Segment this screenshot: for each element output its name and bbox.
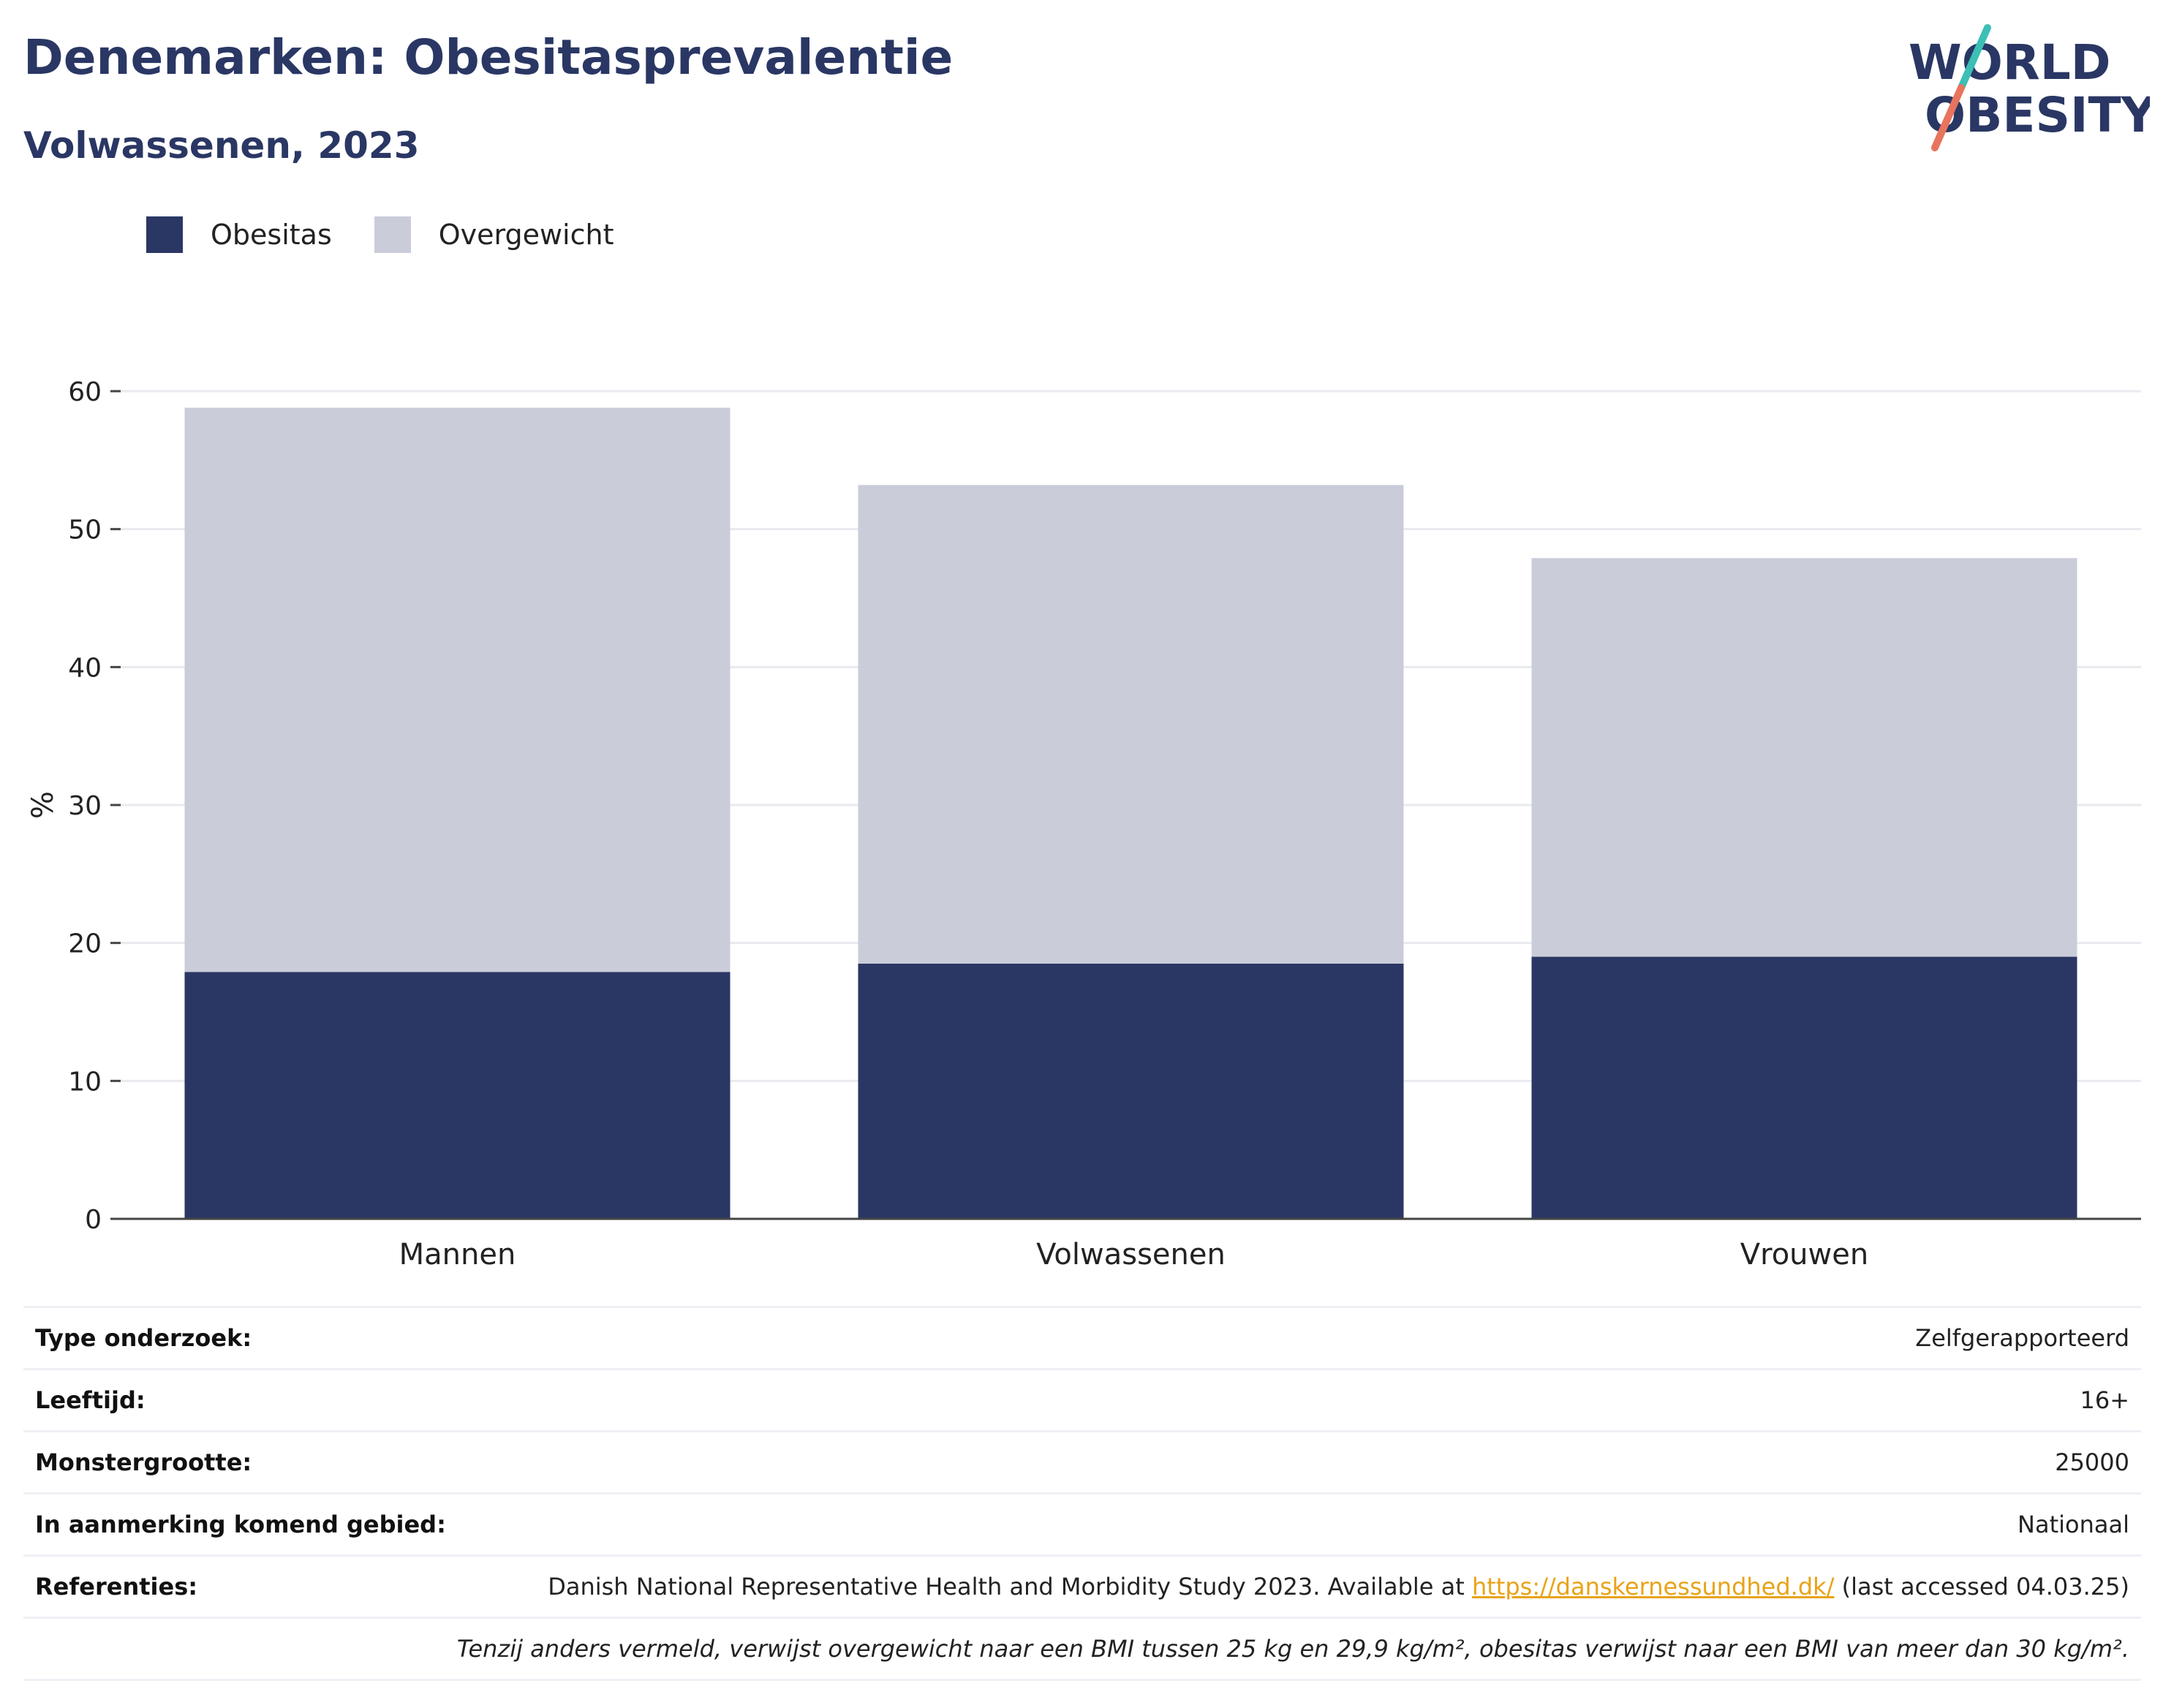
reference-after: (last accessed 04.03.25) (1834, 1573, 2129, 1601)
info-table: Type onderzoek: Zelfgerapporteerd Leefti… (23, 1306, 2141, 1681)
info-row: Monstergrootte: 25000 (23, 1430, 2141, 1492)
info-row-note: Tenzij anders vermeld, verwijst overgewi… (23, 1617, 2141, 1681)
y-tick-label: 50 (68, 515, 102, 545)
info-key: Monstergrootte: (35, 1448, 252, 1476)
x-tick-label: Volwassenen (1036, 1238, 1226, 1271)
y-tick-label: 20 (68, 929, 102, 959)
info-value: 16+ (2080, 1386, 2129, 1414)
legend-swatch-obesitas (146, 216, 183, 253)
page-subtitle: Volwassenen, 2023 (23, 124, 420, 167)
info-value: Nationaal (2017, 1511, 2129, 1538)
legend-label-overgewicht: Overgewicht (438, 219, 614, 251)
bar-overgewicht-volwassenen (858, 485, 1404, 964)
chart-legend: Obesitas Overgewicht (146, 216, 657, 253)
page-title: Denemarken: Obesitasprevalentie (23, 29, 954, 86)
legend-swatch-overgewicht (374, 216, 411, 253)
bar-chart: 0 10 20 30 40 50 60% Mannen Volwassenen Vrouwen (26, 377, 2141, 1271)
info-row: Leeftijd: 16+ (23, 1368, 2141, 1430)
svg-text:WORLD: WORLD (1909, 34, 2111, 91)
reference-link[interactable]: https://danskernessundhed.dk/ (1471, 1573, 1835, 1601)
world-obesity-logo: WORLD OBESITY (1909, 24, 2150, 151)
bar-overgewicht-vrouwen (1531, 558, 2077, 957)
bar-obesitas-volwassenen (858, 963, 1404, 1219)
info-row-references: Referenties: Danish National Representat… (23, 1554, 2141, 1617)
info-row: In aanmerking komend gebied: Nationaal (23, 1492, 2141, 1554)
x-tick-label: Vrouwen (1740, 1238, 1868, 1271)
x-tick-label: Mannen (399, 1238, 516, 1271)
info-key: Type onderzoek: (35, 1324, 252, 1352)
info-value: Zelfgerapporteerd (1915, 1324, 2129, 1352)
reference-text: Danish National Representative Health an… (548, 1573, 2129, 1601)
y-tick-label: 30 (68, 791, 102, 821)
y-tick-label: 10 (68, 1067, 102, 1097)
legend-label-obesitas: Obesitas (211, 219, 332, 251)
bar-obesitas-mannen (184, 972, 731, 1219)
y-tick-label: 40 (68, 653, 102, 683)
info-row: Type onderzoek: Zelfgerapporteerd (23, 1306, 2141, 1368)
info-key: Referenties: (35, 1573, 198, 1601)
bar-obesitas-vrouwen (1531, 956, 2077, 1219)
svg-text:OBESITY: OBESITY (1925, 87, 2150, 143)
y-axis-label: % (26, 791, 60, 819)
bar-overgewicht-mannen (184, 407, 731, 972)
bmi-note: Tenzij anders vermeld, verwijst overgewi… (456, 1635, 2129, 1663)
y-tick-label: 0 (85, 1205, 102, 1235)
info-value: 25000 (2055, 1448, 2129, 1476)
info-key: Leeftijd: (35, 1386, 146, 1414)
reference-before: Danish National Representative Health an… (548, 1573, 1472, 1601)
info-key: In aanmerking komend gebied: (35, 1511, 446, 1538)
y-tick-label: 60 (68, 377, 102, 407)
